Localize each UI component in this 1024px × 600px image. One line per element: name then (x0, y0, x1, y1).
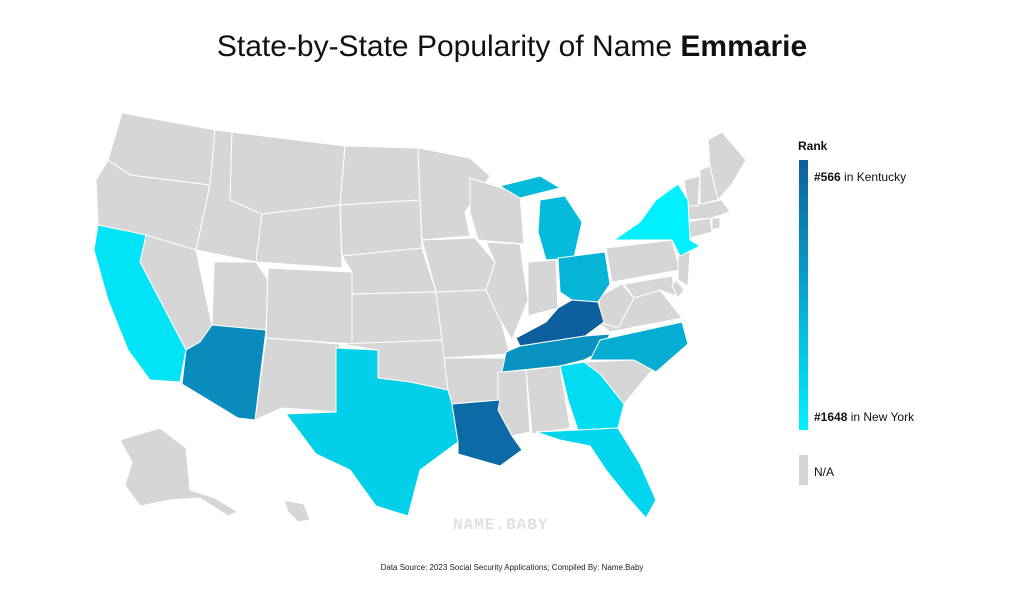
state-maine (707, 131, 747, 202)
legend-na-swatch (799, 455, 808, 485)
watermark-logo: NAME.BABY (453, 516, 549, 534)
legend-gradient-bar (799, 160, 808, 430)
legend-top-state: in Kentucky (840, 170, 907, 184)
state-delaware (671, 279, 685, 299)
title-prefix: State-by-State Popularity of Name (216, 30, 681, 63)
legend-bottom-state: in New York (847, 410, 915, 424)
state-maryland (623, 275, 677, 299)
state-arkansas (443, 357, 506, 405)
state-kansas (351, 291, 443, 345)
state-georgia (559, 361, 625, 431)
data-source: Data Source: 2023 Social Security Applic… (380, 563, 644, 572)
state-hawaii (283, 499, 311, 523)
state-indiana (527, 259, 559, 317)
state-alaska (119, 427, 240, 517)
state-texas (285, 347, 459, 517)
legend-title: Rank (798, 139, 828, 153)
state-new-mexico (254, 337, 341, 421)
map-title: State-by-State Popularity of Name Emmari… (0, 30, 1024, 64)
state-colorado (265, 267, 353, 345)
state-rhode-island (711, 217, 721, 231)
title-name: Emmarie (680, 30, 808, 63)
state-arizona (181, 324, 267, 421)
state-south-dakota (339, 199, 423, 257)
state-wyoming (255, 204, 343, 269)
legend-top-rank: #566 (814, 170, 841, 184)
state-florida (535, 427, 657, 519)
state-louisiana (451, 399, 523, 467)
state-nebraska (341, 247, 437, 295)
ranked-states (93, 175, 702, 519)
state-montana (229, 131, 346, 215)
state-utah (211, 261, 269, 331)
state-new-york (612, 183, 702, 257)
legend-na-label: N/A (814, 465, 835, 479)
state-pennsylvania (605, 239, 681, 283)
state-california (93, 224, 187, 383)
state-illinois (485, 241, 529, 342)
base-states (95, 112, 747, 523)
legend-top-label: #566 in Kentucky (814, 170, 906, 184)
state-ohio (557, 251, 611, 303)
state-north-dakota (339, 145, 421, 206)
state-minnesota (417, 147, 491, 241)
state-connecticut (687, 217, 713, 239)
legend-bottom-label: #1648 in New York (814, 410, 914, 424)
state-north-carolina (589, 321, 689, 373)
legend-bottom-rank: #1648 (814, 410, 848, 424)
